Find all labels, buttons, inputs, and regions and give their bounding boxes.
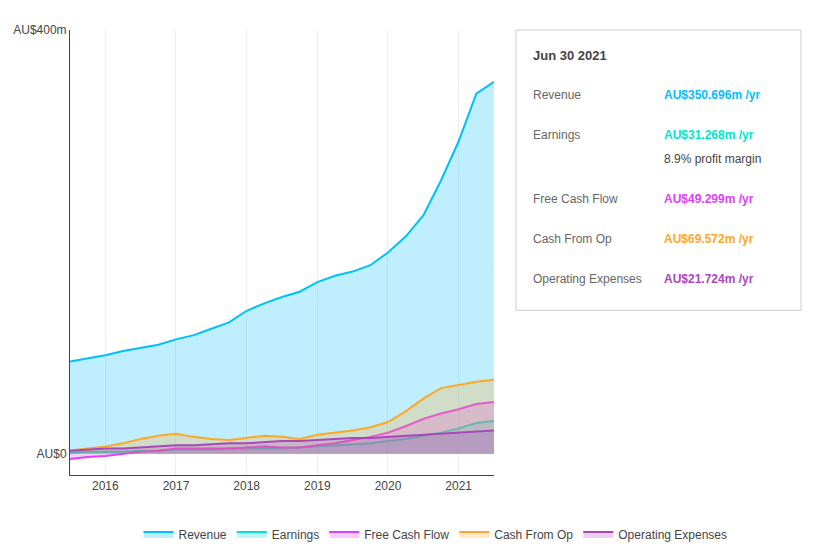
svg-text:2021: 2021 (445, 479, 472, 493)
svg-text:8.9% profit margin: 8.9% profit margin (664, 152, 761, 166)
svg-text:Free Cash Flow: Free Cash Flow (533, 192, 618, 206)
svg-text:Earnings: Earnings (533, 128, 580, 142)
svg-text:AU$49.299m /yr: AU$49.299m /yr (664, 192, 754, 206)
svg-text:Jun 30 2021: Jun 30 2021 (533, 48, 607, 63)
svg-text:Earnings: Earnings (272, 528, 319, 542)
svg-text:AU$69.572m /yr: AU$69.572m /yr (664, 232, 754, 246)
svg-text:AU$31.268m /yr: AU$31.268m /yr (664, 128, 754, 142)
svg-text:Cash From Op: Cash From Op (533, 232, 612, 246)
svg-text:AU$350.696m /yr: AU$350.696m /yr (664, 88, 760, 102)
svg-text:2017: 2017 (163, 479, 190, 493)
svg-text:2020: 2020 (375, 479, 402, 493)
svg-text:2019: 2019 (304, 479, 331, 493)
svg-text:Cash From Op: Cash From Op (494, 528, 573, 542)
svg-text:AU$21.724m /yr: AU$21.724m /yr (664, 272, 754, 286)
svg-text:Operating Expenses: Operating Expenses (618, 528, 727, 542)
svg-text:Revenue: Revenue (179, 528, 227, 542)
svg-text:2018: 2018 (233, 479, 260, 493)
svg-text:Free Cash Flow: Free Cash Flow (364, 528, 449, 542)
svg-text:Revenue: Revenue (533, 88, 581, 102)
svg-text:2016: 2016 (92, 479, 119, 493)
svg-text:AU$400m: AU$400m (13, 23, 66, 37)
svg-text:Operating Expenses: Operating Expenses (533, 272, 642, 286)
svg-text:AU$0: AU$0 (37, 447, 67, 461)
